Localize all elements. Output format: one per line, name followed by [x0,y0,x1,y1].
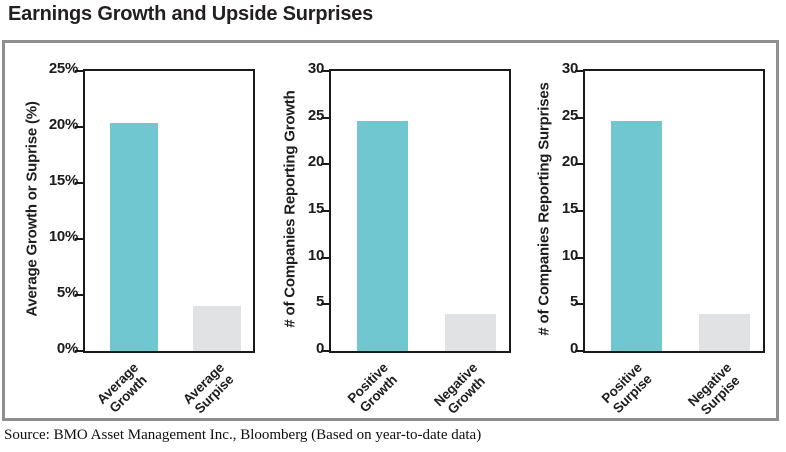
y-tick-mark [575,256,583,259]
y-tick-mark [575,303,583,306]
y-tick-mark [75,182,83,184]
y-tick-labels: 0% 5% 10% 15% 20% 25% [43,60,83,357]
plot-area [321,69,511,353]
x-category-label: Average Growth [94,360,151,416]
y-tick-label: 0 [569,340,578,357]
bar-negative-growth [445,313,497,351]
y-tick-mark [575,350,583,352]
y-tick-mark [75,350,83,352]
chart-average-growth-surprise: Average Growth or Suprise (%) 0% 5% 10% 15%… [21,60,255,417]
y-tick-mark [575,210,583,212]
y-tick-mark [321,163,329,166]
bar-positive-growth [357,120,408,351]
bar-average-growth [109,122,158,351]
source-note: Source: BMO Asset Management Inc., Bloom… [4,427,482,443]
plot-area [575,69,765,353]
y-tick-label: 5 [315,293,324,311]
y-axis-label-column: # of Companies Reporting Growth [279,69,301,349]
y-tick-label: 30 [307,60,324,77]
x-category-label: Negative Growth [431,360,489,417]
y-tick-label: 10 [307,246,324,264]
y-tick-mark [75,126,83,128]
chart-companies-reporting-growth: # of Companies Reporting Growth 0 5 10 15 20… [279,60,511,417]
y-tick-label: 20 [561,153,578,171]
y-tick-mark [75,294,83,296]
y-axis-label: Average Growth or Suprise (%) [23,101,41,317]
y-tick-mark [321,350,329,352]
x-tick-labels: Average Growth Average Surpise [83,353,255,417]
y-tick-mark [321,256,329,259]
y-tick-label: 30 [561,60,578,77]
y-tick-label: 15 [561,200,578,217]
chart-companies-reporting-surprises: # of Companies Reporting Surprises 0 5 10 1… [533,60,765,418]
plot-wrap: Positive Growth Negative Growth [321,69,511,417]
y-tick-label: 15 [307,200,324,217]
y-tick-mark [575,163,583,166]
y-tick-mark [575,70,583,72]
x-category-label: Negative Surpise [685,360,743,418]
bar-negative-surpise [699,313,751,351]
y-axis-label-column: Average Growth or Suprise (%) [21,69,43,349]
y-tick-mark [75,238,83,240]
x-tick-labels: Positive Growth Negative Growth [329,353,511,417]
y-tick-label: 20% [48,116,78,133]
plot-wrap: Positive Surpise Negative Surpise [575,69,765,418]
y-tick-mark [75,70,83,72]
bar-positive-surpise [611,120,662,351]
figure-title: Earnings Growth and Upside Surprises [8,3,374,25]
y-tick-label: 0% [56,340,78,357]
y-tick-label: 5% [56,284,78,301]
plot-wrap: Average Growth Average Surpise [75,69,255,417]
x-tick-labels: Positive Surpise Negative Surpise [583,353,765,418]
x-category-label: Positive Surpise [598,360,655,417]
y-tick-label: 25 [561,106,578,124]
y-tick-label: 20 [307,153,324,171]
plot-area [75,69,255,353]
y-tick-label: 10 [561,246,578,264]
y-axis-label: # of Companies Reporting Growth [281,90,299,328]
y-tick-label: 0 [315,340,324,357]
y-tick-mark [321,303,329,306]
x-category-label: Average Surpise [179,360,237,417]
y-tick-mark [321,210,329,212]
y-axis-label: # of Companies Reporting Surprises [535,82,553,336]
charts-row: Average Growth or Suprise (%) 0% 5% 10% 15%… [5,43,776,418]
y-axis-label-column: # of Companies Reporting Surprises [533,69,555,349]
y-tick-label: 25 [307,106,324,124]
bar-average-surpise [192,306,241,351]
y-tick-label: 25% [48,60,78,77]
y-tick-label: 5 [569,293,578,311]
x-category-label: Positive Growth [344,360,400,416]
y-tick-labels: 0 5 10 15 20 25 30 [555,60,583,357]
y-tick-mark [321,116,329,119]
y-tick-labels: 0 5 10 15 20 25 30 [301,60,329,357]
y-tick-label: 10% [48,228,78,245]
y-tick-mark [575,116,583,119]
chart-panel: Average Growth or Suprise (%) 0% 5% 10% 15%… [2,40,779,421]
y-tick-mark [321,70,329,72]
y-tick-label: 15% [48,172,78,189]
